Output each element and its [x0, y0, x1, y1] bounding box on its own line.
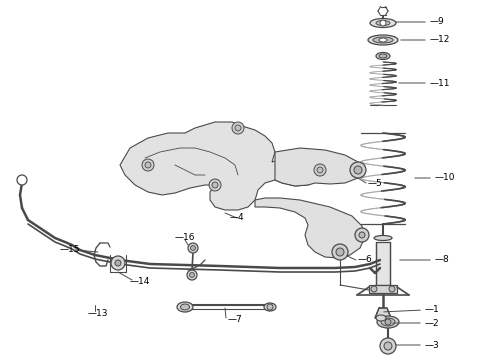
Ellipse shape	[370, 18, 396, 27]
Circle shape	[235, 125, 241, 131]
Ellipse shape	[381, 318, 395, 326]
Text: —4: —4	[230, 213, 245, 222]
Text: —6: —6	[358, 256, 373, 265]
Polygon shape	[255, 198, 365, 258]
Circle shape	[384, 342, 392, 350]
Circle shape	[371, 286, 377, 292]
Circle shape	[267, 304, 273, 310]
Circle shape	[188, 243, 198, 253]
Circle shape	[115, 260, 121, 266]
Ellipse shape	[377, 316, 399, 328]
Circle shape	[212, 182, 218, 188]
Text: —9: —9	[430, 18, 445, 27]
Ellipse shape	[264, 303, 276, 311]
Text: —12: —12	[430, 36, 450, 45]
Circle shape	[145, 162, 151, 168]
Circle shape	[350, 162, 366, 178]
Text: —3: —3	[425, 341, 440, 350]
Circle shape	[380, 338, 396, 354]
Circle shape	[380, 20, 386, 26]
Polygon shape	[120, 122, 325, 210]
Text: —8: —8	[435, 256, 450, 265]
Ellipse shape	[379, 38, 387, 42]
Circle shape	[314, 164, 326, 176]
Circle shape	[111, 256, 125, 270]
Text: —7: —7	[228, 315, 243, 324]
Text: —11: —11	[430, 78, 450, 87]
Text: —14: —14	[130, 278, 150, 287]
Ellipse shape	[180, 304, 190, 310]
Circle shape	[232, 122, 244, 134]
Ellipse shape	[177, 302, 193, 312]
Circle shape	[359, 232, 365, 238]
Text: —13: —13	[88, 309, 108, 318]
Circle shape	[17, 175, 27, 185]
Polygon shape	[376, 242, 390, 285]
Ellipse shape	[368, 35, 398, 45]
Text: —15: —15	[60, 246, 80, 255]
Text: —5: —5	[368, 179, 383, 188]
Circle shape	[187, 270, 197, 280]
Polygon shape	[375, 308, 391, 318]
Circle shape	[355, 228, 369, 242]
Ellipse shape	[373, 37, 393, 43]
Ellipse shape	[376, 53, 390, 59]
Ellipse shape	[376, 21, 390, 26]
Circle shape	[332, 244, 348, 260]
Circle shape	[190, 273, 195, 278]
Circle shape	[317, 167, 323, 173]
Polygon shape	[275, 148, 362, 186]
Circle shape	[191, 246, 196, 251]
Circle shape	[209, 179, 221, 191]
Ellipse shape	[376, 315, 386, 321]
Text: —16: —16	[175, 234, 196, 243]
Circle shape	[142, 159, 154, 171]
Circle shape	[389, 286, 395, 292]
Circle shape	[385, 319, 391, 325]
Ellipse shape	[374, 235, 392, 240]
Circle shape	[354, 166, 362, 174]
Text: —1: —1	[425, 306, 440, 315]
Text: —2: —2	[425, 319, 440, 328]
Circle shape	[336, 248, 344, 256]
Polygon shape	[369, 285, 397, 293]
Text: —10: —10	[435, 174, 456, 183]
Ellipse shape	[379, 54, 387, 58]
